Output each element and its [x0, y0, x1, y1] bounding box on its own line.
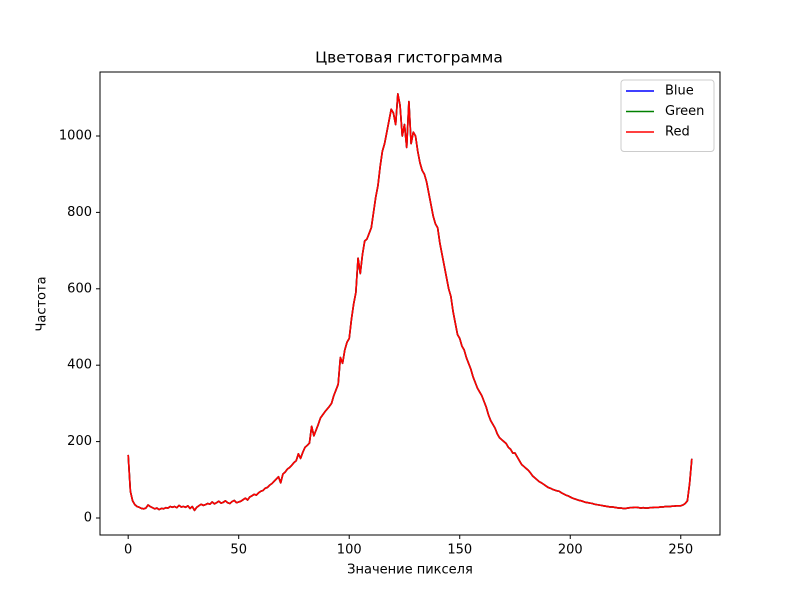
y-tick-label: 0 [84, 511, 92, 526]
y-tick-label: 800 [67, 205, 92, 220]
x-tick-label: 250 [668, 543, 693, 558]
data-line [127, 93, 693, 512]
y-tick-label: 400 [67, 358, 92, 373]
x-tick-label: 100 [337, 543, 362, 558]
chart-title: Цветовая гистограмма [315, 49, 503, 67]
legend-label: Red [665, 125, 690, 140]
x-tick-label: 50 [230, 543, 247, 558]
legend-box [620, 79, 715, 152]
x-tick-label: 150 [447, 543, 472, 558]
x-tick-label: 200 [558, 543, 583, 558]
y-tick-label: 200 [67, 434, 92, 449]
plot-frame [99, 71, 721, 536]
y-tick-label: 600 [67, 281, 92, 296]
x-tick-label: 0 [124, 543, 132, 558]
y-axis-label: Частота [35, 276, 50, 331]
y-tick-label: 1000 [59, 128, 92, 143]
legend-label: Blue [665, 84, 694, 99]
legend-label: Green [665, 104, 704, 119]
x-axis-label: Значение пикселя [347, 563, 473, 578]
